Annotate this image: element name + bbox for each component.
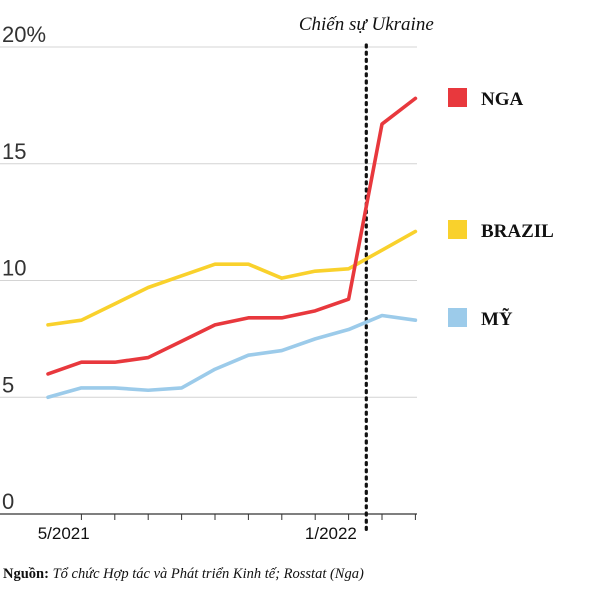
legend: NGA BRAZIL MỸ [448,88,554,330]
source-prefix: Nguồn: [3,566,49,582]
x-tick-label: 5/2021 [38,524,90,543]
x-axis: 5/2021 1/2022 [0,513,417,543]
series-line-nga [46,96,418,376]
legend-label-brazil: BRAZIL [481,221,554,242]
legend-label-mỹ: MỸ [481,308,513,330]
series-line-mỹ [46,313,418,400]
event-label: Chiến sự Ukraine [299,14,434,35]
source-text: Tổ chức Hợp tác và Phát triển Kinh tế; R… [52,566,364,582]
legend-label-nga: NGA [481,89,524,110]
y-tick-label: 0 [2,489,14,514]
x-tick-label: 1/2022 [305,524,357,543]
legend-swatch-mỹ [448,308,467,327]
source-note: Nguồn: Tổ chức Hợp tác và Phát triển Kin… [3,566,364,583]
legend-swatch-brazil [448,220,467,239]
series-lines [46,96,418,400]
y-tick-label: 10 [2,256,26,281]
y-tick-label: 5 [2,372,14,397]
grid-lines: 20% 15 10 5 0 [0,22,417,514]
y-tick-label: 15 [2,139,26,164]
event-marker: Chiến sự Ukraine [299,14,434,536]
y-tick-label: 20% [2,22,46,47]
legend-swatch-nga [448,88,467,107]
